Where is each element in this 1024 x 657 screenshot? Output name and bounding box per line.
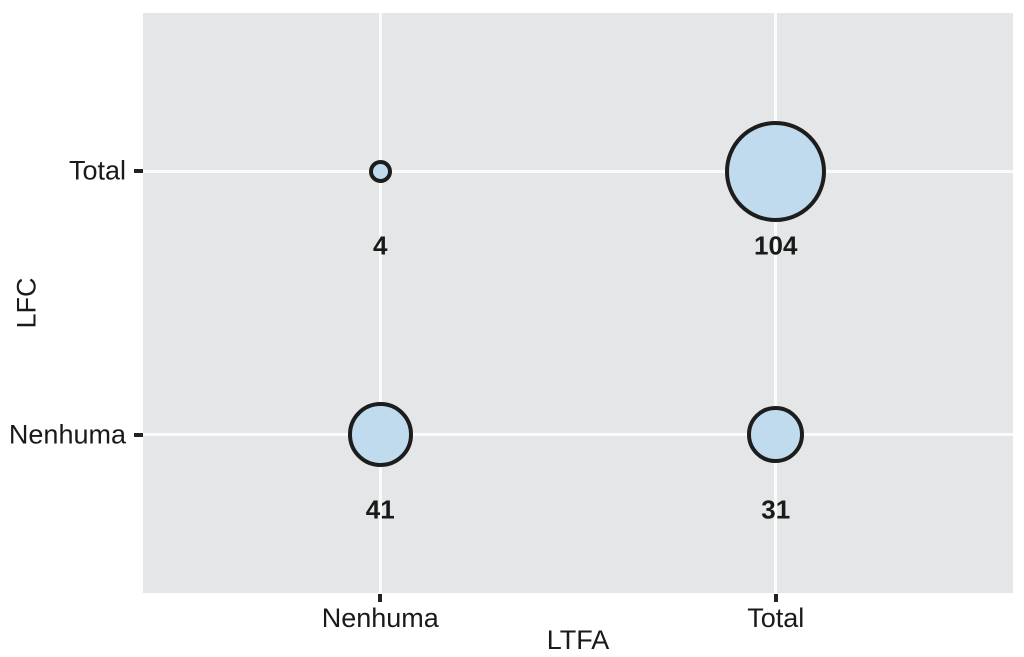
x-tick-label: Total xyxy=(747,603,805,633)
bubble-point xyxy=(368,159,392,183)
bubble-value-label: 104 xyxy=(754,230,798,261)
x-axis-title: LTFA xyxy=(546,625,610,655)
bubble-point xyxy=(347,402,413,468)
y-tick-mark xyxy=(134,432,143,437)
bubble-value-label: 41 xyxy=(365,494,395,525)
x-gridline xyxy=(774,13,778,593)
y-axis-title: LFC xyxy=(11,277,42,329)
y-gridline xyxy=(143,169,1013,173)
y-tick-label: Nenhuma xyxy=(8,419,126,450)
bubble-value-label: 31 xyxy=(761,494,791,525)
bubble-value-label: 4 xyxy=(373,230,388,261)
y-tick-mark xyxy=(134,169,143,174)
x-tick-label: Nenhuma xyxy=(321,603,439,633)
plot-panel xyxy=(143,13,1013,593)
x-tick-mark xyxy=(378,594,383,602)
x-tick-mark xyxy=(773,594,778,602)
y-tick-label: Total xyxy=(68,155,126,186)
x-gridline xyxy=(378,13,382,593)
bubble-point xyxy=(747,406,805,464)
bubble-point xyxy=(725,120,827,222)
y-gridline xyxy=(143,433,1013,437)
